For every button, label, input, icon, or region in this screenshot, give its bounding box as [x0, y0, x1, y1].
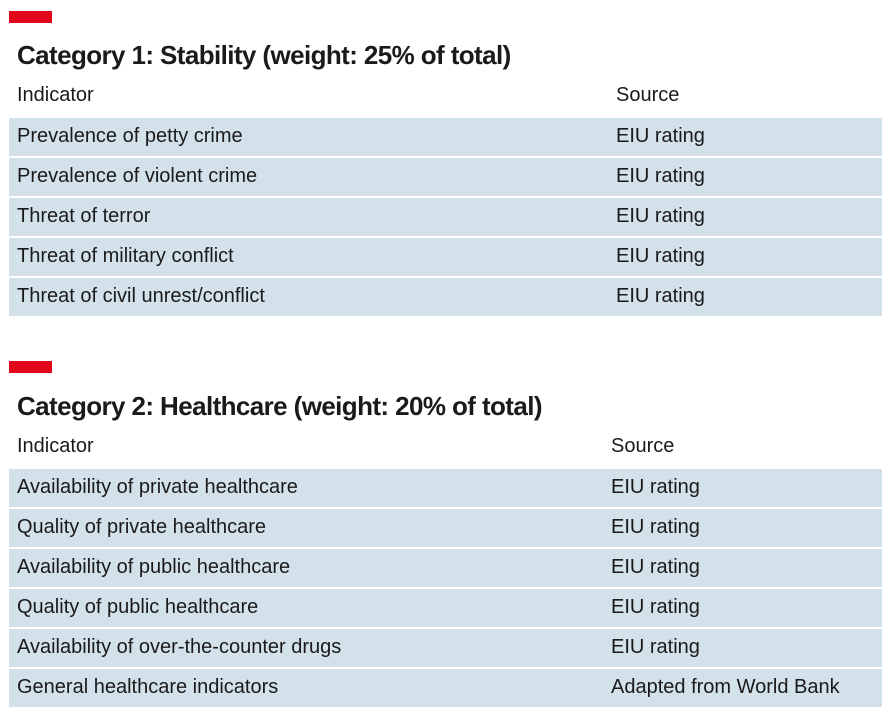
- category-2-column-header: Indicator Source: [9, 431, 882, 461]
- indicator-cell: Threat of civil unrest/conflict: [17, 285, 265, 307]
- table-row: Availability of over-the-counter drugs E…: [9, 629, 882, 667]
- table-row: Threat of civil unrest/conflict EIU rati…: [9, 278, 882, 316]
- indicator-cell: General healthcare indicators: [17, 676, 279, 698]
- indicator-cell: Quality of public healthcare: [17, 596, 259, 618]
- source-cell: EIU rating: [611, 556, 700, 578]
- source-column-header: Source: [611, 435, 675, 457]
- category-2-accent-bar: [9, 361, 52, 373]
- table-row: Availability of public healthcare EIU ra…: [9, 549, 882, 587]
- category-1-title: Category 1: Stability (weight: 25% of to…: [17, 40, 511, 70]
- category-1-accent-bar: [9, 11, 52, 23]
- table-row: Quality of private healthcare EIU rating: [9, 509, 882, 547]
- table-row: Prevalence of violent crime EIU rating: [9, 158, 882, 196]
- indicator-cell: Quality of private healthcare: [17, 516, 267, 538]
- indicator-cell: Availability of private healthcare: [17, 476, 298, 498]
- category-1-table: Prevalence of petty crime EIU rating Pre…: [9, 118, 882, 318]
- indicator-cell: Prevalence of petty crime: [17, 125, 243, 147]
- table-row: Threat of military conflict EIU rating: [9, 238, 882, 276]
- source-cell: EIU rating: [616, 165, 705, 187]
- table-row: Availability of private healthcare EIU r…: [9, 469, 882, 507]
- source-cell: EIU rating: [611, 476, 700, 498]
- category-2-title: Category 2: Healthcare (weight: 20% of t…: [17, 391, 542, 421]
- source-cell: EIU rating: [616, 245, 705, 267]
- indicator-cell: Threat of terror: [17, 205, 151, 227]
- indicator-cell: Prevalence of violent crime: [17, 165, 258, 187]
- source-cell: EIU rating: [616, 125, 705, 147]
- source-cell: EIU rating: [616, 205, 705, 227]
- table-row: Quality of public healthcare EIU rating: [9, 589, 882, 627]
- source-cell: EIU rating: [611, 636, 700, 658]
- indicator-cell: Availability of public healthcare: [17, 556, 291, 578]
- indicator-cell: Availability of over-the-counter drugs: [17, 636, 342, 658]
- table-row: Threat of terror EIU rating: [9, 198, 882, 236]
- category-1-column-header: Indicator Source: [9, 80, 882, 110]
- source-cell: EIU rating: [611, 596, 700, 618]
- table-row: Prevalence of petty crime EIU rating: [9, 118, 882, 156]
- source-cell: Adapted from World Bank: [611, 676, 840, 698]
- indicator-column-header: Indicator: [17, 84, 94, 106]
- table-row: General healthcare indicators Adapted fr…: [9, 669, 882, 707]
- source-cell: EIU rating: [611, 516, 700, 538]
- indicator-cell: Threat of military conflict: [17, 245, 234, 267]
- category-2-table: Availability of private healthcare EIU r…: [9, 469, 882, 709]
- source-column-header: Source: [616, 84, 680, 106]
- indicator-column-header: Indicator: [17, 435, 94, 457]
- source-cell: EIU rating: [616, 285, 705, 307]
